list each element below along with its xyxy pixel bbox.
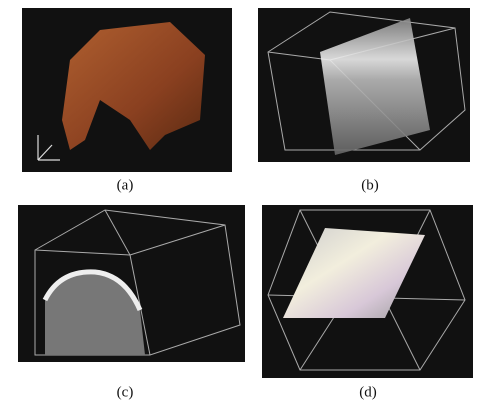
panel-b: (b) [258, 8, 470, 193]
panel-d: (d) [262, 205, 473, 400]
panel-label: (a) [117, 177, 134, 193]
panel-a: (a) [22, 8, 232, 193]
panel-label: (d) [359, 384, 377, 400]
panel-label: (b) [361, 177, 379, 193]
page: (a) (b) (c) (d) (() => { const data = J [0, 0, 479, 411]
panel-label: (c) [117, 384, 134, 400]
panel-c: (c) [18, 205, 245, 400]
figure: (a) (b) (c) (d) [0, 0, 479, 411]
